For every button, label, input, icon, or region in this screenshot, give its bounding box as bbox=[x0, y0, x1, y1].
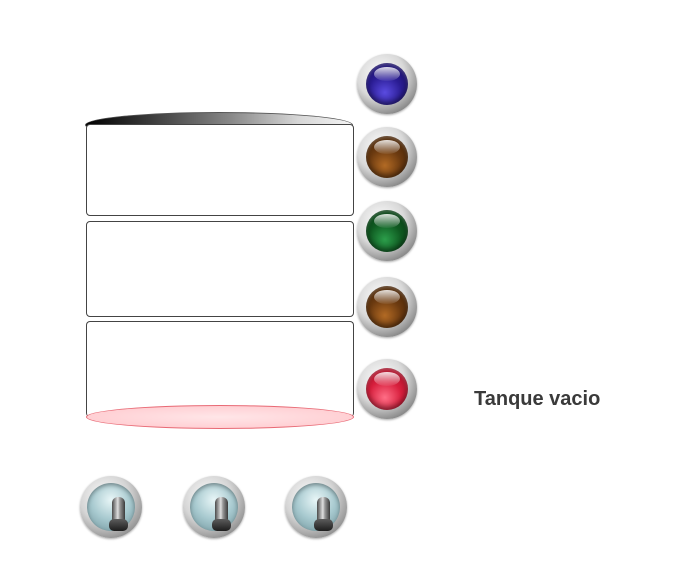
tank-section-middle bbox=[86, 221, 354, 317]
toggle-switch-1[interactable] bbox=[80, 476, 142, 538]
indicator-light-blue bbox=[357, 54, 417, 114]
switch-base bbox=[109, 519, 128, 531]
switch-base bbox=[212, 519, 231, 531]
lamp-core bbox=[366, 286, 408, 328]
tank-bottom-fill bbox=[86, 405, 354, 429]
toggle-switch-icon bbox=[87, 483, 135, 531]
lamp-core bbox=[366, 368, 408, 410]
lamp-gloss bbox=[374, 372, 400, 386]
tank-section-bottom bbox=[86, 321, 354, 417]
indicator-light-level-mid bbox=[357, 277, 417, 337]
indicator-light-green bbox=[357, 201, 417, 261]
indicator-light-level-high bbox=[357, 127, 417, 187]
lamp-gloss bbox=[374, 214, 400, 228]
tank-status-label: Tanque vacio bbox=[474, 388, 601, 410]
lamp-core bbox=[366, 136, 408, 178]
toggle-switch-icon bbox=[292, 483, 340, 531]
toggle-switch-2[interactable] bbox=[183, 476, 245, 538]
toggle-switch-3[interactable] bbox=[285, 476, 347, 538]
toggle-switch-icon bbox=[190, 483, 238, 531]
indicator-light-red bbox=[357, 359, 417, 419]
lamp-gloss bbox=[374, 290, 400, 304]
lamp-core bbox=[366, 210, 408, 252]
lamp-gloss bbox=[374, 140, 400, 154]
lamp-core bbox=[366, 63, 408, 105]
tank-section-top bbox=[86, 124, 354, 216]
switch-base bbox=[314, 519, 333, 531]
lamp-gloss bbox=[374, 67, 400, 81]
